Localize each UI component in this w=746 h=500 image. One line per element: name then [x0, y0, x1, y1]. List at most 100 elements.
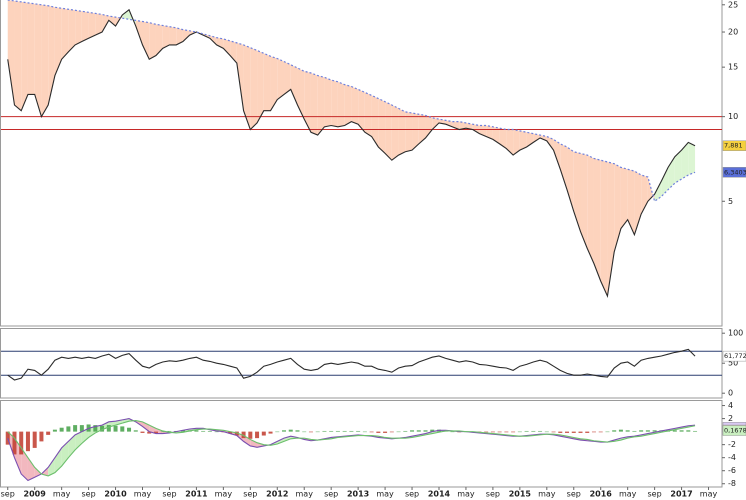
band-fill — [223, 38, 231, 56]
band-fill — [344, 84, 352, 126]
band-fill — [459, 121, 466, 130]
y-tick-label: 2 — [728, 414, 733, 423]
band-fill — [68, 434, 76, 458]
histogram-bar — [524, 430, 529, 432]
x-tick-label: 2010 — [104, 490, 127, 499]
histogram-bar — [288, 429, 293, 432]
histogram-bar — [214, 431, 219, 433]
band-fill — [7, 0, 15, 106]
histogram-bar — [403, 430, 408, 432]
band-fill — [593, 158, 601, 282]
band-fill — [351, 86, 359, 125]
series-line — [7, 348, 696, 381]
band-fill — [324, 77, 332, 127]
histogram-bar — [308, 431, 313, 433]
histogram-bar — [147, 431, 152, 434]
band-fill — [600, 160, 608, 297]
histogram-bar — [167, 430, 172, 432]
histogram-bar — [383, 431, 388, 433]
band-fill — [587, 155, 594, 264]
y-tick-label: 50 — [728, 359, 738, 368]
histogram-bar — [73, 425, 78, 432]
band-fill — [169, 26, 177, 45]
band-fill — [553, 139, 561, 170]
x-tick-label: 2009 — [24, 490, 47, 499]
band-fill — [519, 130, 527, 151]
value-label-box — [722, 350, 746, 362]
band-fill — [378, 98, 386, 154]
band-fill — [425, 115, 433, 138]
x-tick-label: 2011 — [185, 490, 208, 499]
x-tick-label: may — [215, 490, 233, 499]
histogram-bar — [160, 431, 165, 433]
band-fill — [142, 21, 150, 60]
histogram-bar — [632, 430, 637, 432]
histogram-bar — [450, 431, 455, 433]
band-fill — [540, 135, 547, 141]
band-fill — [331, 80, 338, 127]
y-tick-label: 100 — [728, 329, 743, 338]
band-fill — [567, 146, 574, 212]
histogram-bar — [19, 431, 24, 455]
band-fill — [284, 61, 291, 95]
y-tick-label: -2 — [728, 440, 736, 449]
histogram-bar — [315, 431, 320, 433]
histogram-bar — [275, 431, 280, 433]
x-tick-label: may — [53, 490, 71, 499]
histogram-bar — [679, 430, 684, 432]
band-fill — [149, 425, 156, 434]
band-fill — [176, 27, 183, 45]
histogram-bar — [322, 430, 327, 432]
histogram-bar — [591, 431, 596, 433]
band-fill — [452, 121, 460, 130]
histogram-bar — [356, 430, 361, 432]
histogram-bar — [423, 430, 428, 432]
band-fill — [34, 467, 42, 478]
band-fill — [270, 56, 278, 111]
histogram-bar — [517, 431, 522, 433]
value-label: 0,1678 — [724, 427, 746, 435]
histogram-bar — [416, 430, 421, 432]
histogram-bar — [605, 431, 610, 433]
band-fill — [155, 24, 163, 56]
x-tick-label: may — [538, 490, 556, 499]
band-fill — [317, 75, 325, 136]
macd-panel-frame — [0, 400, 723, 488]
value-label-box — [722, 425, 746, 436]
band-fill — [310, 72, 318, 136]
band-fill — [546, 136, 554, 151]
histogram-bar — [329, 430, 334, 432]
band-fill — [243, 44, 251, 130]
band-fill — [149, 22, 156, 60]
price-panel-frame — [0, 0, 723, 327]
histogram-bar — [52, 429, 57, 432]
band-fill — [61, 441, 69, 467]
histogram-bar — [538, 430, 543, 432]
histogram-bar — [234, 431, 239, 436]
series-line — [7, 8, 696, 298]
value-label: 6,3403 — [724, 168, 746, 176]
band-fill — [620, 167, 628, 229]
histogram-bar — [349, 430, 354, 432]
band-fill — [257, 50, 264, 123]
histogram-bar — [79, 425, 84, 432]
x-tick-label: 2017 — [670, 490, 692, 499]
histogram-bar — [544, 431, 549, 433]
histogram-bar — [66, 426, 71, 432]
histogram-bar — [282, 430, 287, 432]
band-fill — [250, 47, 258, 130]
x-tick-label: sep — [648, 490, 662, 499]
band-fill — [230, 40, 237, 64]
band-fill — [182, 29, 190, 42]
histogram-bar — [430, 429, 435, 432]
band-fill — [688, 142, 696, 176]
histogram-bar — [201, 430, 206, 432]
band-fill — [486, 125, 493, 140]
histogram-bar — [598, 431, 603, 433]
x-tick-label: 2015 — [509, 490, 532, 499]
histogram-bar — [645, 430, 650, 432]
histogram-bar — [585, 431, 590, 433]
value-label: 7,881 — [724, 142, 743, 150]
band-fill — [337, 81, 345, 127]
histogram-bar — [531, 430, 536, 432]
